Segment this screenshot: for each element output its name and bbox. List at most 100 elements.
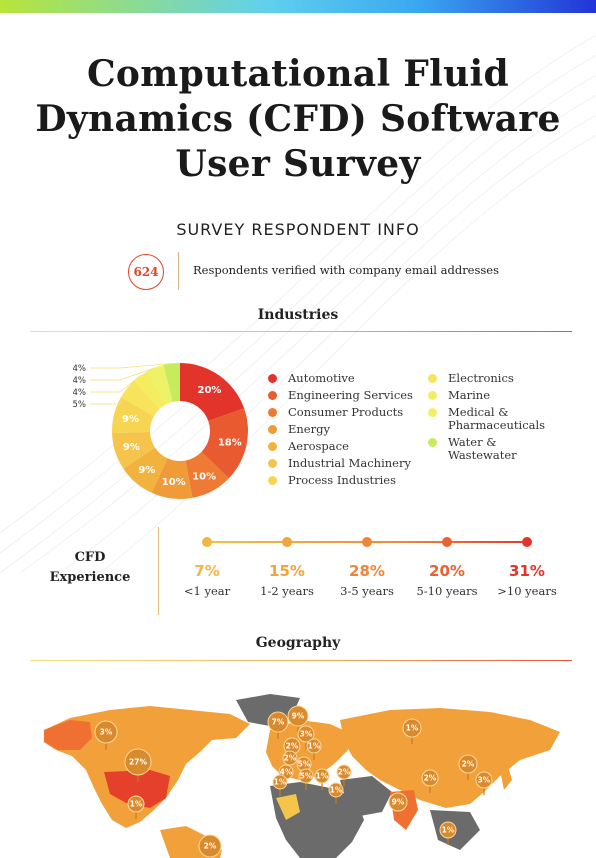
map-pin: 9% [388,792,408,818]
map-pin: 1% [127,795,145,819]
donut-slice-9 [134,371,166,409]
legend-item: Process Industries [268,474,413,487]
experience-label-line-2: Experience [49,570,131,585]
experience-percent: 31% [509,562,545,580]
legend-item: Engineering Services [268,389,413,402]
legend-swatch [268,425,277,434]
legend-swatch [268,408,277,417]
map-pin-label: 1% [442,826,455,835]
legend-item: Water & Wastewater [428,436,545,462]
donut-callout-label-8: 5% [73,400,87,410]
map-pin-label: 7% [272,718,285,727]
map-pin: 1% [402,718,422,744]
legend-swatch [428,438,437,447]
experience-divider [158,527,159,615]
map-usa-highlight [104,770,170,808]
map-pin: 3% [475,771,493,795]
legend-swatch [268,459,277,468]
experience-years: 3-5 years [340,584,394,598]
donut-slice-2 [201,408,249,479]
legend-swatch [268,476,277,485]
map-pin-label: 2% [338,768,351,777]
respondent-count-badge: 624 [128,254,164,290]
legend-item: Industrial Machinery [268,457,413,470]
industries-legend-right: Electronics Marine Medical & Pharmaceutical… [428,372,545,466]
legend-label: Energy [288,422,330,436]
map-pin: 1% [439,821,457,845]
map-asia [340,708,560,808]
donut-slice-5 [123,447,168,493]
experience-years: 1-2 years [260,584,314,598]
map-pin-label: 1% [308,742,321,751]
map-pin: 1% [306,738,322,760]
donut-callout-line-11 [90,363,172,369]
experience-dot [522,537,532,547]
legend-label: Consumer Products [288,405,404,419]
legend-label-line-2: Pharmaceuticals [448,418,546,432]
map-africa-highlight [276,794,300,820]
map-pin-label: 27% [129,758,147,767]
donut-slice-10 [147,365,173,405]
experience-percent: 28% [349,562,385,580]
map-pin-label: 2% [284,754,297,763]
map-pin-label: 1% [330,786,343,795]
title-line-3: User Survey [175,143,421,185]
experience-dot [442,537,452,547]
experience-dot [282,537,292,547]
industries-heading: Industries [257,307,339,323]
map-pin-label: 3% [478,776,491,785]
donut-slice-label-2: 18% [218,437,242,448]
map-pin: 27% [124,748,152,782]
experience-percent: 15% [269,562,305,580]
donut-slice-label-5: 9% [138,465,155,476]
map-pin: 3% [297,725,315,749]
legend-item: Automotive [268,372,413,385]
map-pin-label: 2% [204,842,217,851]
world-map: 3%27%1%2%7%9%3%2% 1%2%5%4%1%2%5% 1% 2%1%9%1… [44,694,560,858]
donut-slice-7 [112,397,155,434]
map-pin-label: 9% [292,712,305,721]
donut-slice-label-7: 9% [122,414,139,425]
experience-label: CFD Experience [40,548,140,588]
legend-item: Consumer Products [268,406,413,419]
industries-rule [30,331,572,332]
legend-label: Electronics [448,371,514,385]
donut-callout-line-10 [90,367,156,381]
donut-callout-label-10: 4% [73,376,87,386]
map-pin-label: 3% [100,728,113,737]
legend-label: Industrial Machinery [288,456,411,470]
legend-item: Medical & Pharmaceuticals [428,406,545,432]
legend-swatch [268,374,277,383]
map-pin-label: 9% [392,798,405,807]
legend-label: Aerospace [288,439,349,453]
map-pin: 7% [267,711,289,739]
top-gradient-bar [0,0,596,13]
map-pin-label: 1% [274,778,287,787]
experience-dot [202,537,212,547]
geography-heading: Geography [255,635,341,651]
donut-slice-8 [121,380,160,416]
map-pin-label: 2% [424,774,437,783]
legend-swatch [428,374,437,383]
map-canada-highlight [44,720,92,750]
map-pin-label: 5% [300,772,313,781]
map-middle-east [340,776,392,816]
donut-callout-label-11: 4% [73,364,87,374]
page-title: Computational Fluid Dynamics (CFD) Softw… [0,52,596,187]
map-pin-label: 1% [406,724,419,733]
map-pin-label: 3% [300,730,313,739]
map-pin-label: 2% [462,760,475,769]
map-pin: 1% [328,782,344,804]
map-pin: 1% [272,774,288,796]
donut-slice-label-3: 10% [192,471,216,482]
map-pin-label: 2% [286,742,299,751]
legend-swatch [268,391,277,400]
map-pin: 1% [314,768,330,790]
map-pin-label: 4% [280,768,293,777]
legend-item: Electronics [428,372,545,385]
experience-dot [362,537,372,547]
donut-callout-line-9 [90,375,141,393]
experience-percent: 20% [429,562,465,580]
experience-label-line-1: CFD [74,550,106,565]
legend-item: Marine [428,389,545,402]
